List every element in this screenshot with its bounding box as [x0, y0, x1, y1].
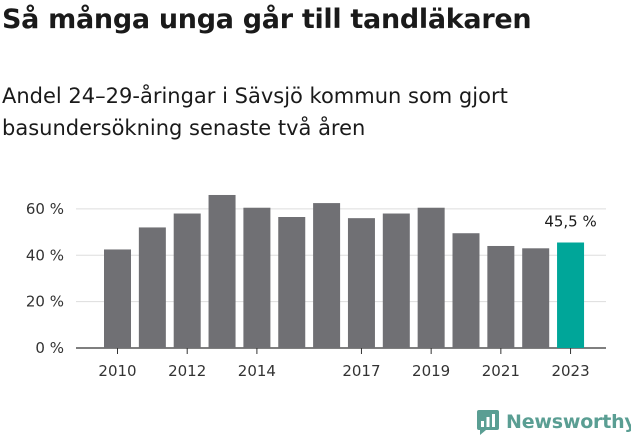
y-tick-label: 60 %: [26, 200, 64, 218]
chart-title: Så många unga går till tandläkaren: [2, 4, 532, 35]
bar-2015: [278, 217, 306, 348]
highlight-value-label: 45,5 %: [544, 213, 596, 231]
bar-2023: [557, 242, 585, 348]
bar-chart-speech-bubble-icon: [477, 410, 499, 435]
bar-2016: [313, 203, 341, 348]
data-labels: 45,5 %: [544, 213, 596, 231]
y-tick-label: 0 %: [35, 339, 64, 357]
y-tick-label: 40 %: [26, 246, 64, 264]
bar-2013: [208, 194, 236, 348]
bar-2012: [173, 213, 201, 348]
bar-2011: [138, 227, 166, 348]
chart-subtitle: Andel 24–29-åringar i Sävsjö kommun som …: [2, 84, 508, 140]
bar-2021: [487, 245, 515, 348]
x-tick-label: 2012: [168, 362, 206, 380]
x-axis-ticks: 2010 2012 2014 2017 2019 2021 2023: [98, 348, 590, 380]
bar-2018: [382, 213, 410, 348]
bar-chart: 0 % 20 % 40 % 60 % 2010 2012 2014 2017 2019 2021…: [26, 194, 606, 380]
bars: [104, 194, 585, 348]
bar-2022: [522, 248, 550, 348]
x-tick-label: 2023: [551, 362, 589, 380]
x-tick-label: 2010: [98, 362, 136, 380]
bar-2020: [452, 233, 480, 348]
y-axis-ticks: 0 % 20 % 40 % 60 %: [26, 200, 64, 357]
newsworthy-logo: Newsworthy: [476, 408, 631, 436]
brand-name: Newsworthy: [506, 411, 631, 433]
x-tick-label: 2021: [482, 362, 520, 380]
bar-2014: [243, 207, 271, 348]
x-tick-label: 2017: [342, 362, 380, 380]
bar-2019: [417, 207, 445, 348]
bar-2017: [347, 218, 375, 348]
x-tick-label: 2019: [412, 362, 450, 380]
y-tick-label: 20 %: [26, 293, 64, 311]
x-tick-label: 2014: [238, 362, 276, 380]
bar-2010: [104, 249, 131, 348]
